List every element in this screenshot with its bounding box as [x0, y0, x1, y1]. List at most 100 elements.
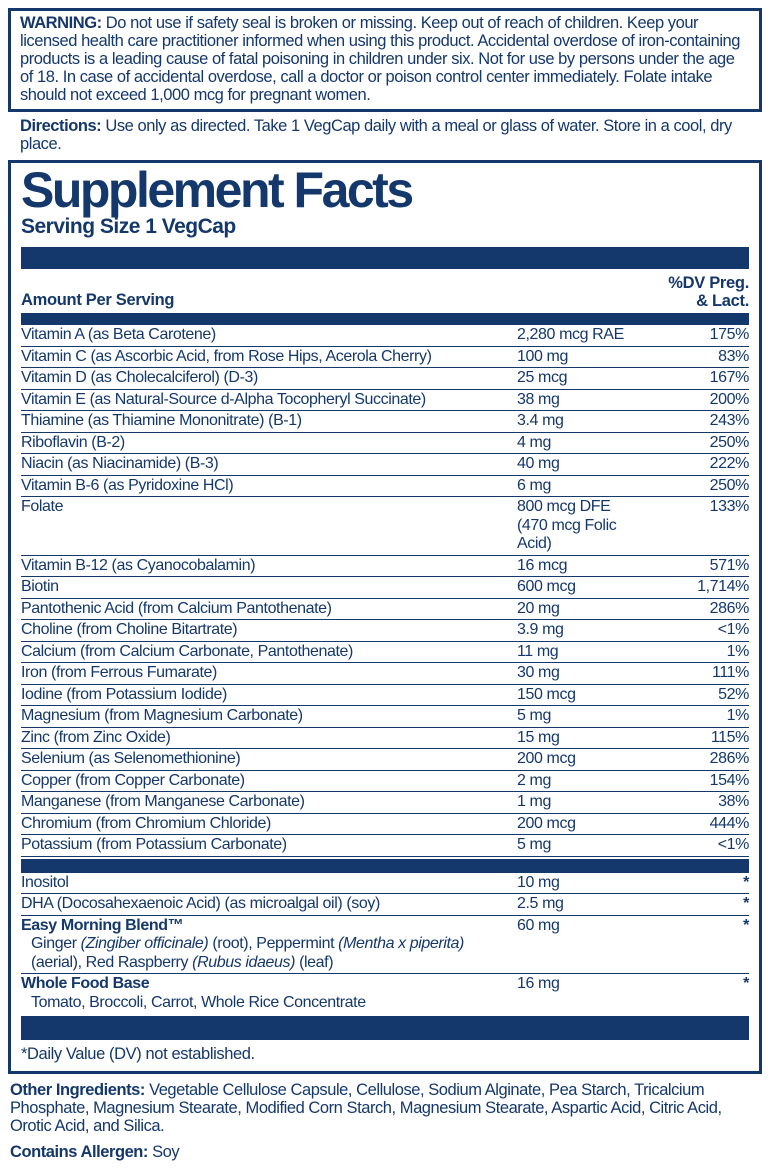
column-header-dv: %DV Preg. & Lact. [668, 274, 749, 310]
table-row: Vitamin C (as Ascorbic Acid, from Rose H… [21, 347, 749, 368]
other-ingredients-label: Other Ingredients: [10, 1081, 145, 1099]
ingredient-sub-components: Ginger (Zingiber officinale) (root), Pep… [21, 935, 508, 972]
ingredient-amount: 16 mcg [517, 556, 568, 574]
ingredient-name: Vitamin D (as Cholecalciferol) (D-3) [21, 369, 258, 386]
ingredient-sub-components: Tomato, Broccoli, Carrot, Whole Rice Con… [21, 994, 508, 1013]
ingredient-name: Selenium (as Selenomethionine) [21, 750, 241, 767]
table-row: Folate 800 mcg DFE (470 mcg Folic Acid) 133… [21, 497, 749, 556]
table-row-line: Folate 800 mcg DFE (470 mcg Folic Acid) 133… [21, 498, 749, 554]
table-row-line: Magnesium (from Magnesium Carbonate) 5 mg… [21, 707, 749, 726]
ingredient-amount: 20 mg [517, 599, 560, 617]
table-row: Vitamin A (as Beta Carotene) 2,280 mcg RA… [21, 325, 749, 347]
column-header-dv-line2: & Lact. [696, 292, 749, 310]
ingredient-name: Vitamin B-12 (as Cyanocobalamin) [21, 556, 256, 574]
table-row-line: Whole Food Base 16 mg * [21, 975, 749, 994]
ingredient-name: Vitamin C (as Ascorbic Acid, from Rose H… [21, 347, 432, 365]
allergen-text: Soy [152, 1143, 180, 1161]
ingredient-amount-line2: (470 mcg Folic Acid) [517, 516, 617, 553]
ingredient-name: Zinc (from Zinc Oxide) [21, 728, 171, 746]
latin-name: (Rubus idaeus) [192, 953, 296, 971]
ingredient-amount: 3.9 mg [517, 621, 564, 638]
table-row: Whole Food Base 16 mg * Tomato, Broccoli, C… [21, 974, 749, 1013]
ingredient-amount: 10 mg [517, 873, 560, 891]
warning-paragraph: WARNING: Do not use if safety seal is br… [20, 14, 750, 104]
table-row-line: Inositol 10 mg * [21, 874, 749, 893]
table-row-line: Manganese (from Manganese Carbonate) 1 mg… [21, 793, 749, 812]
serving-size: Serving Size 1 VegCap [21, 215, 236, 238]
other-ingredients-text: Vegetable Cellulose Capsule, Cellulose, … [10, 1081, 722, 1135]
ingredient-dv: 286% [709, 599, 750, 617]
table-row: Easy Morning Blend™ 60 mg * Ginger (Zingibe… [21, 916, 749, 974]
table-row-line: Vitamin B-6 (as Pyridoxine HCl) 6 mg 250% [21, 477, 749, 496]
ingredient-name: Magnesium (from Magnesium Carbonate) [21, 707, 303, 724]
table-row: Copper (from Copper Carbonate) 2 mg 154% [21, 771, 749, 792]
ingredient-amount: 40 mg [517, 455, 560, 472]
ingredient-amount: 16 mg [517, 975, 560, 992]
ingredient-amount: 150 mcg [517, 685, 576, 703]
ingredient-name: Manganese (from Manganese Carbonate) [21, 793, 305, 810]
ingredient-dv: 1% [726, 642, 750, 660]
ingredient-amount: 5 mg [517, 707, 551, 724]
ingredient-dv: * [743, 873, 749, 891]
ingredient-dv: 200% [709, 390, 750, 408]
table-row-line: Calcium (from Calcium Carbonate, Pantoth… [21, 643, 749, 662]
table-row-line: Chromium (from Chromium Chloride) 200 mcg… [21, 815, 749, 834]
ingredient-amount: 6 mg [517, 476, 551, 494]
column-header-amount: Amount Per Serving [21, 291, 175, 309]
table-row: Inositol 10 mg * [21, 873, 749, 894]
ingredient-name: Pantothenic Acid (from Calcium Pantothen… [21, 599, 332, 617]
ingredient-name: Biotin [21, 578, 59, 595]
divider-bar-bottom [21, 1016, 749, 1040]
panel-title: Supplement Facts [21, 162, 414, 218]
table-row: Riboflavin (B-2) 4 mg 250% [21, 433, 750, 454]
ingredient-amount: 200 mcg [517, 814, 576, 832]
ingredient-name: Choline (from Choline Bitartrate) [21, 621, 238, 638]
table-row-line: Vitamin A (as Beta Carotene) 2,280 mcg RA… [21, 326, 749, 345]
supplement-facts-panel: Supplement Facts Serving Size 1 VegCap A… [8, 160, 762, 1074]
ingredient-dv: * [743, 916, 749, 934]
ingredient-dv: 1% [726, 707, 750, 724]
table-row: DHA (Docosahexaenoic Acid) (as microalga… [21, 894, 749, 916]
ingredient-name: Niacin (as Niacinamide) (B-3) [21, 455, 219, 472]
sub-component-text: Ginger [31, 935, 81, 952]
column-headers: Amount Per Serving %DV Preg. & Lact. [21, 269, 749, 313]
table-row-line: Iodine (from Potassium Iodide) 150 mcg 52% [21, 686, 749, 705]
ingredient-dv: 52% [718, 685, 749, 703]
ingredient-name: Iron (from Ferrous Fumarate) [21, 664, 217, 681]
table-row-line: Vitamin B-12 (as Cyanocobalamin) 16 mcg 57… [21, 557, 749, 576]
ingredient-dv: 571% [709, 556, 750, 574]
ingredient-dv: 38% [718, 793, 749, 810]
table-row-line: Vitamin D (as Cholecalciferol) (D-3) 25 m… [21, 369, 749, 388]
ingredient-amount: 2 mg [517, 771, 551, 789]
ingredient-dv: 1,714% [697, 578, 749, 595]
directions-paragraph: Directions: Use only as directed. Take 1… [20, 117, 762, 153]
ingredient-dv: 250% [709, 433, 750, 451]
allergen-label: Contains Allergen: [10, 1143, 148, 1161]
table-row-line: Easy Morning Blend™ 60 mg * [21, 917, 749, 936]
table-row: Thiamine (as Thiamine Mononitrate) (B-1)… [21, 411, 749, 433]
ingredient-amount: 5 mg [517, 836, 551, 853]
main-rows: Vitamin A (as Beta Carotene) 2,280 mcg RA… [21, 325, 749, 857]
ingredient-amount: 2,280 mcg RAE [517, 326, 624, 343]
ingredient-amount: 4 mg [517, 433, 551, 451]
ingredient-dv: 115% [710, 728, 750, 746]
ingredient-dv: <1% [717, 836, 750, 853]
table-row: Calcium (from Calcium Carbonate, Pantoth… [21, 642, 749, 663]
table-row-line: Choline (from Choline Bitartrate) 3.9 mg <… [21, 621, 749, 640]
table-row: Manganese (from Manganese Carbonate) 1 mg… [21, 792, 749, 814]
ingredient-amount: 30 mg [517, 664, 560, 681]
table-row-line: Iron (from Ferrous Fumarate) 30 mg 111% [21, 664, 749, 683]
table-row-line: Copper (from Copper Carbonate) 2 mg 154% [21, 772, 749, 791]
ingredient-dv: 154% [709, 771, 750, 789]
ingredient-amount: 800 mcg DFE (470 mcg Folic Acid) [517, 498, 649, 554]
sub-component-text: (aerial), Red Raspberry [31, 953, 193, 971]
ingredient-dv: <1% [717, 621, 750, 638]
table-row: Zinc (from Zinc Oxide) 15 mg 115% [21, 728, 750, 749]
ingredient-name: DHA (Docosahexaenoic Acid) (as microalga… [21, 895, 380, 912]
warning-text: Do not use if safety seal is broken or m… [20, 14, 740, 104]
ingredient-dv: 167% [709, 369, 750, 386]
ingredient-dv: 222% [709, 455, 750, 472]
table-row: Biotin 600 mcg 1,714% [21, 577, 749, 599]
ingredient-name: Iodine (from Potassium Iodide) [21, 685, 227, 703]
